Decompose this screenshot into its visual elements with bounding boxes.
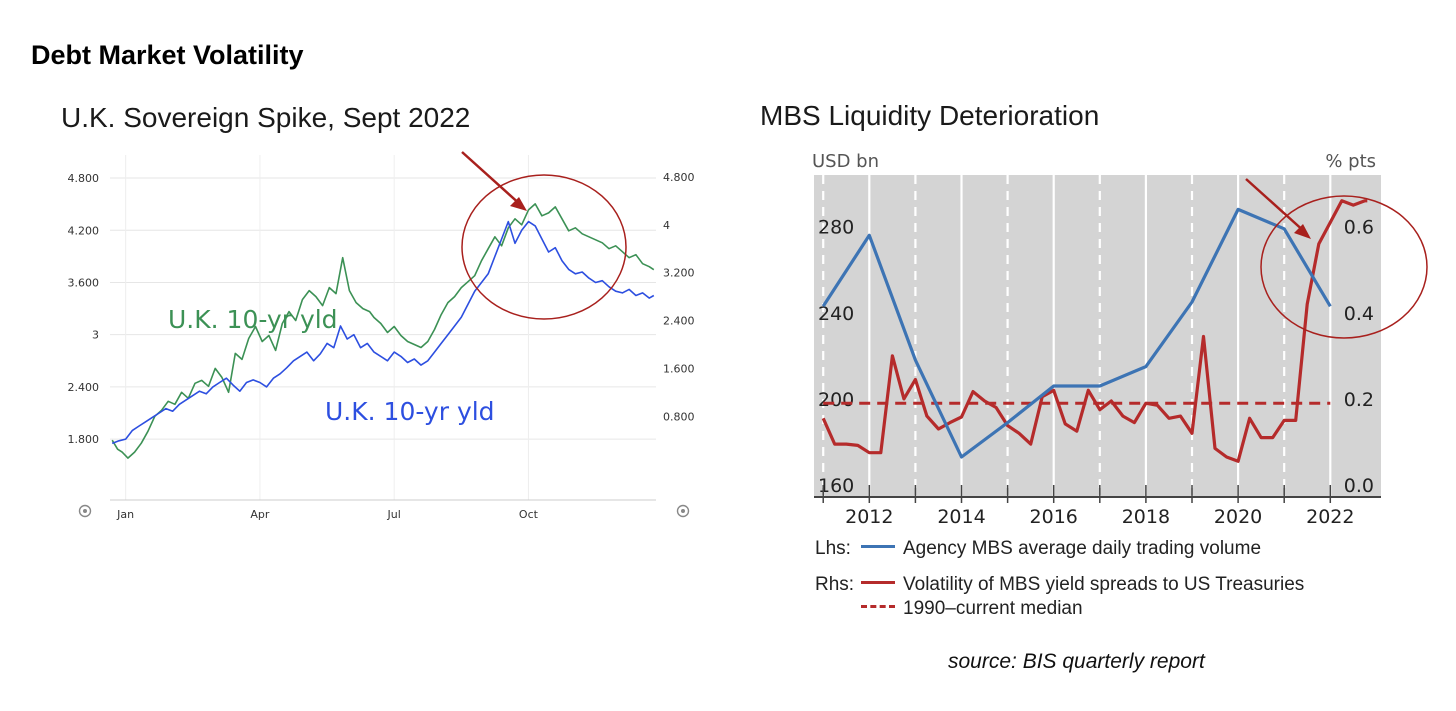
mbs-left-axis: 160 200 240 280 [818, 217, 854, 497]
uk-blue-series-label: U.K. 10-yr yld [325, 397, 495, 426]
mbs-left-tick-label: 160 [818, 475, 854, 497]
mbs-highlight-ellipse [1260, 195, 1428, 339]
uk-left-tick-label: 4.200 [68, 224, 100, 237]
mbs-x-axis: 2012 2014 2016 2018 2020 2022 [814, 485, 1381, 528]
uk-left-axis: 1.800 2.400 3 3.600 4.200 4.800 [68, 172, 100, 446]
mbs-right-tick-label: 0.2 [1344, 389, 1374, 411]
legend-label: 1990–current median [903, 598, 1083, 619]
mbs-left-tick-label: 280 [818, 217, 854, 239]
legend-item-median: 1990–current median [815, 598, 1083, 620]
uk-right-tick-label: 3.200 [663, 267, 695, 280]
uk-right-tick-label: 4 [663, 219, 670, 232]
mbs-right-tick-label: 0.0 [1344, 475, 1374, 497]
uk-highlight-arrowhead [510, 197, 527, 211]
mbs-x-tick-label: 2020 [1214, 506, 1262, 528]
mbs-annotations [1245, 178, 1428, 339]
uk-chart-title: U.K. Sovereign Spike, Sept 2022 [61, 102, 471, 133]
uk-series-lines [111, 203, 655, 459]
mbs-left-unit: USD bn [812, 151, 879, 172]
legend-swatch-blue [861, 545, 895, 549]
mbs-plot-background [814, 175, 1381, 497]
uk-highlight-ellipse [461, 174, 627, 320]
settings-icon-right[interactable] [676, 504, 690, 518]
legend-item-volatility: Rhs: Volatility of MBS yield spreads to U… [815, 574, 1304, 596]
mbs-series-lines [821, 199, 1368, 463]
mbs-x-tick-label: 2022 [1306, 506, 1354, 528]
uk-right-axis: 0.800 1.600 2.400 3.200 4 4.800 [663, 171, 695, 423]
uk-x-tick-label: Jan [116, 508, 134, 521]
uk-grid [110, 155, 656, 501]
legend-item-volume: Lhs: Agency MBS average daily trading vol… [815, 538, 1261, 560]
legend-side-label: Lhs: [815, 538, 851, 559]
mbs-right-unit: % pts [1325, 151, 1376, 172]
legend-swatch-red [861, 581, 895, 585]
legend-swatch-red-dashed [861, 605, 895, 609]
mbs-right-tick-label: 0.4 [1344, 303, 1374, 325]
mbs-highlight-arrowhead [1294, 224, 1311, 239]
uk-left-tick-label: 3.600 [68, 276, 100, 289]
uk-annotations [461, 151, 627, 320]
mbs-x-tick-label: 2018 [1122, 506, 1170, 528]
uk-x-tick-label: Apr [250, 508, 270, 521]
mbs-left-tick-label: 200 [818, 389, 854, 411]
mbs-chart-title: MBS Liquidity Deterioration [760, 100, 1100, 131]
uk-series-line-green [111, 203, 655, 459]
uk-right-tick-label: 1.600 [663, 362, 695, 375]
legend-label: Volatility of MBS yield spreads to US Tr… [903, 574, 1305, 595]
mbs-highlight-arrow [1245, 178, 1307, 234]
mbs-volatility-line [821, 199, 1368, 463]
uk-yield-chart: Jan Apr Jul Oct 1.8002.40033.6004.2004.800 … [68, 151, 695, 521]
uk-left-tick-label: 2.400 [68, 381, 100, 394]
settings-icon-left[interactable] [78, 504, 92, 518]
uk-x-axis: Jan Apr Jul Oct [116, 508, 538, 521]
mbs-left-tick-label: 240 [818, 303, 854, 325]
mbs-x-tick-label: 2016 [1030, 506, 1078, 528]
legend-label: Agency MBS average daily trading volume [903, 538, 1262, 559]
page-title: Debt Market Volatility [31, 40, 304, 70]
uk-right-tick-label: 4.800 [663, 171, 695, 184]
mbs-right-tick-label: 0.6 [1344, 217, 1374, 239]
uk-left-tick-label: 3 [92, 329, 99, 342]
mbs-volume-line [821, 207, 1332, 459]
legend-side-label: Rhs: [815, 574, 855, 595]
mbs-right-axis: 0.0 0.2 0.4 0.6 [1344, 217, 1374, 497]
uk-highlight-arrow [461, 151, 523, 207]
mbs-chart: USD bn % pts 160 200 240 280 0.0 0.2 0.4 0.6 2… [812, 151, 1428, 528]
uk-series-line-blue [111, 220, 655, 445]
mbs-x-tick-label: 2014 [937, 506, 985, 528]
uk-right-tick-label: 2.400 [663, 315, 695, 328]
uk-right-tick-label: 0.800 [663, 410, 695, 423]
uk-left-tick-label: 1.800 [68, 433, 100, 446]
uk-x-tick-label: Jul [387, 508, 401, 521]
uk-left-tick-label: 4.800 [68, 172, 100, 185]
source-note: source: BIS quarterly report [948, 650, 1205, 673]
mbs-x-tick-label: 2012 [845, 506, 893, 528]
uk-x-tick-label: Oct [519, 508, 539, 521]
uk-green-series-label: U.K. 10-yr yld [168, 305, 338, 334]
